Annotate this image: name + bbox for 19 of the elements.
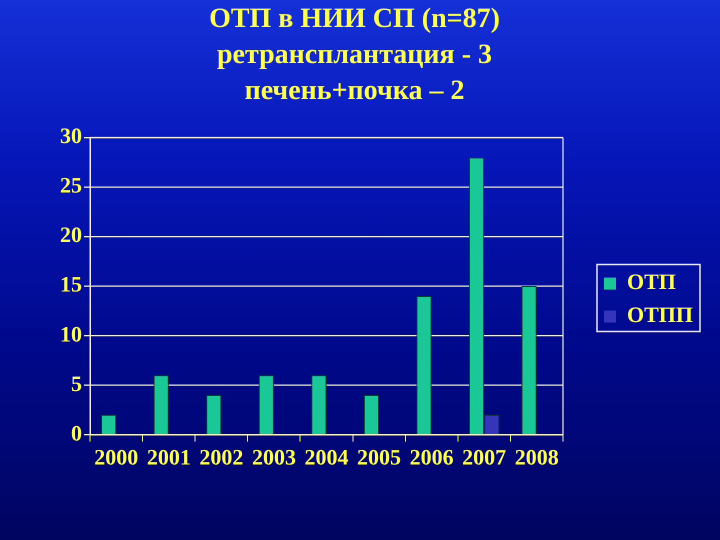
- y-tick-label: 0: [71, 420, 82, 446]
- x-tick-label: 2004: [304, 444, 348, 470]
- chart-title: ОТП в НИИ СП (n=87) ретрансплантация - 3 печень+почка – 2: [209, 3, 500, 106]
- x-tick-label: 2005: [357, 444, 402, 470]
- y-tick-label: 15: [60, 272, 82, 297]
- y-tick-label: 10: [60, 321, 82, 346]
- x-tick-label: 2002: [199, 444, 244, 470]
- x-tick-label: 2001: [146, 444, 191, 470]
- y-tick-label: 25: [60, 172, 82, 198]
- legend-label: ОТП: [626, 269, 676, 294]
- x-tick-label: 2003: [252, 444, 296, 470]
- y-tick-label: 20: [60, 222, 82, 248]
- x-tick-label: 2006: [410, 444, 454, 470]
- y-tick-label: 30: [60, 123, 82, 148]
- x-tick-label: 2007: [462, 444, 506, 470]
- legend-label: ОТПП: [626, 302, 694, 328]
- x-tick-label: 2008: [514, 444, 559, 470]
- x-tick-label: 2000: [94, 444, 138, 470]
- y-tick-label: 5: [71, 370, 82, 396]
